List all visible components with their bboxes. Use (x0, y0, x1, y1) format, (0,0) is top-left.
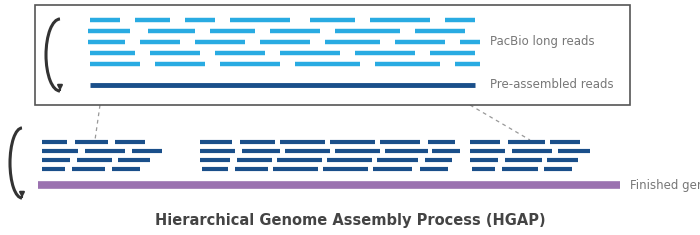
Text: PacBio long reads: PacBio long reads (490, 35, 594, 48)
FancyBboxPatch shape (35, 5, 630, 105)
Text: Finished genome: Finished genome (630, 179, 700, 192)
Text: Pre-assembled reads: Pre-assembled reads (490, 78, 614, 91)
Text: Hierarchical Genome Assembly Process (HGAP): Hierarchical Genome Assembly Process (HG… (155, 213, 545, 228)
